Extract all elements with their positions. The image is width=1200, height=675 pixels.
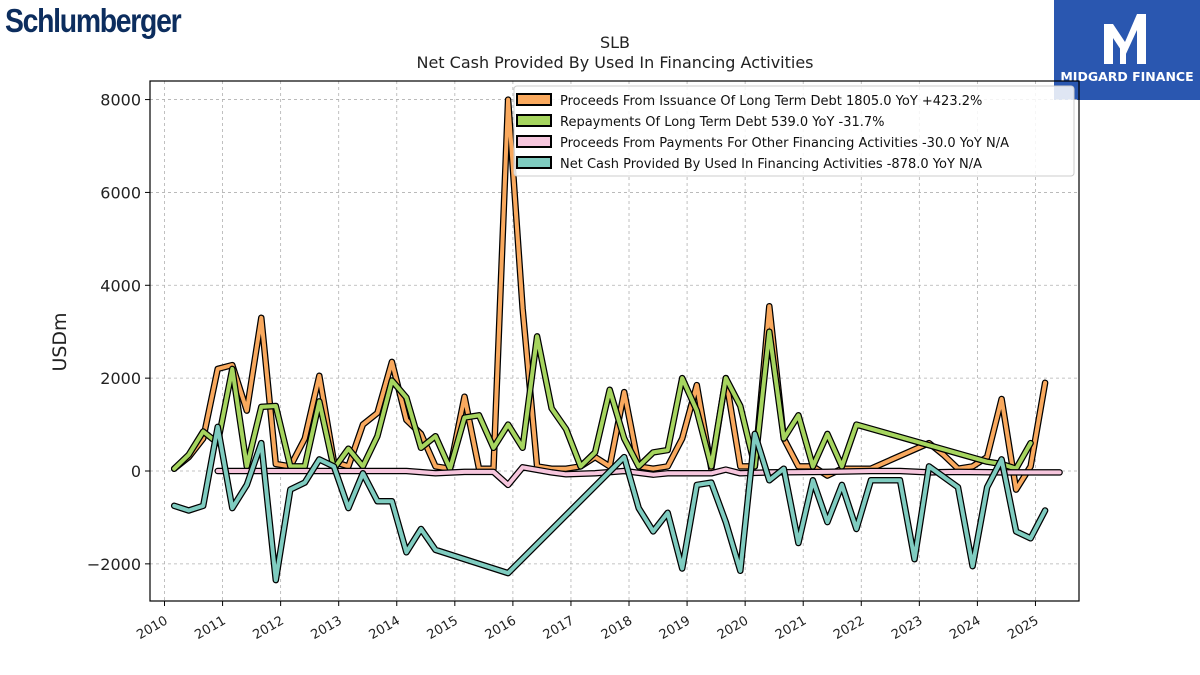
legend-label: Net Cash Provided By Used In Financing A… [560, 157, 982, 172]
plot-frame [149, 80, 1080, 602]
y-axis-label: USDm [49, 312, 71, 371]
series-line-2 [170, 328, 1034, 472]
x-tick-label: 2018 [599, 613, 635, 643]
x-tick-label: 2021 [773, 613, 809, 643]
series-stroke [172, 329, 1033, 471]
brand-logo-text: Schlumberger [5, 2, 182, 39]
x-tick-label: 2017 [541, 613, 577, 643]
legend-swatch [516, 93, 552, 106]
x-tick-label: 2020 [715, 613, 751, 643]
partner-name: MIDGARD FINANCE [1060, 69, 1194, 84]
x-tick-label: 2024 [947, 613, 983, 643]
x-tick-label: 2019 [657, 613, 693, 643]
x-tick-label: 2015 [425, 613, 461, 643]
series-lines [170, 96, 1063, 584]
x-tick-label: 2010 [134, 613, 170, 643]
legend-label: Proceeds From Payments For Other Financi… [560, 136, 1009, 151]
x-tick-label: 2025 [1005, 613, 1041, 643]
x-tick-label: 2013 [309, 613, 345, 643]
legend-label: Repayments Of Long Term Debt 539.0 YoY -… [560, 115, 885, 130]
legend-box [513, 85, 1075, 177]
x-tick-label: 2014 [367, 613, 403, 643]
series-stroke [215, 465, 1062, 487]
y-tick-label: 0 [131, 462, 141, 481]
legend-swatch [516, 156, 552, 169]
y-tick-label: 2000 [100, 369, 141, 388]
legend-swatch [516, 135, 552, 148]
x-tick-label: 2023 [889, 613, 925, 643]
chart-title: SLB [600, 33, 630, 52]
partner-logo-icon [1104, 14, 1146, 64]
partner-logo-badge: MIDGARD FINANCE [1054, 0, 1200, 100]
series-stroke [172, 424, 1048, 583]
x-tick-label: 2016 [483, 613, 519, 643]
x-tick-label: 2022 [831, 613, 867, 643]
series-line-3 [214, 464, 1063, 489]
legend-swatch [516, 114, 552, 127]
x-tick-label: 2011 [192, 613, 228, 643]
legend: Proceeds From Issuance Of Long Term Debt… [513, 85, 1075, 177]
y-tick-label: 8000 [100, 91, 141, 110]
y-tick-label: 4000 [100, 276, 141, 295]
y-tick-label: 6000 [100, 183, 141, 202]
y-tick-label: −2000 [87, 555, 141, 574]
chart-subtitle: Net Cash Provided By Used In Financing A… [416, 53, 813, 72]
x-tick-label: 2012 [250, 613, 286, 643]
legend-label: Proceeds From Issuance Of Long Term Debt… [560, 94, 982, 109]
series-line-4 [170, 423, 1049, 584]
